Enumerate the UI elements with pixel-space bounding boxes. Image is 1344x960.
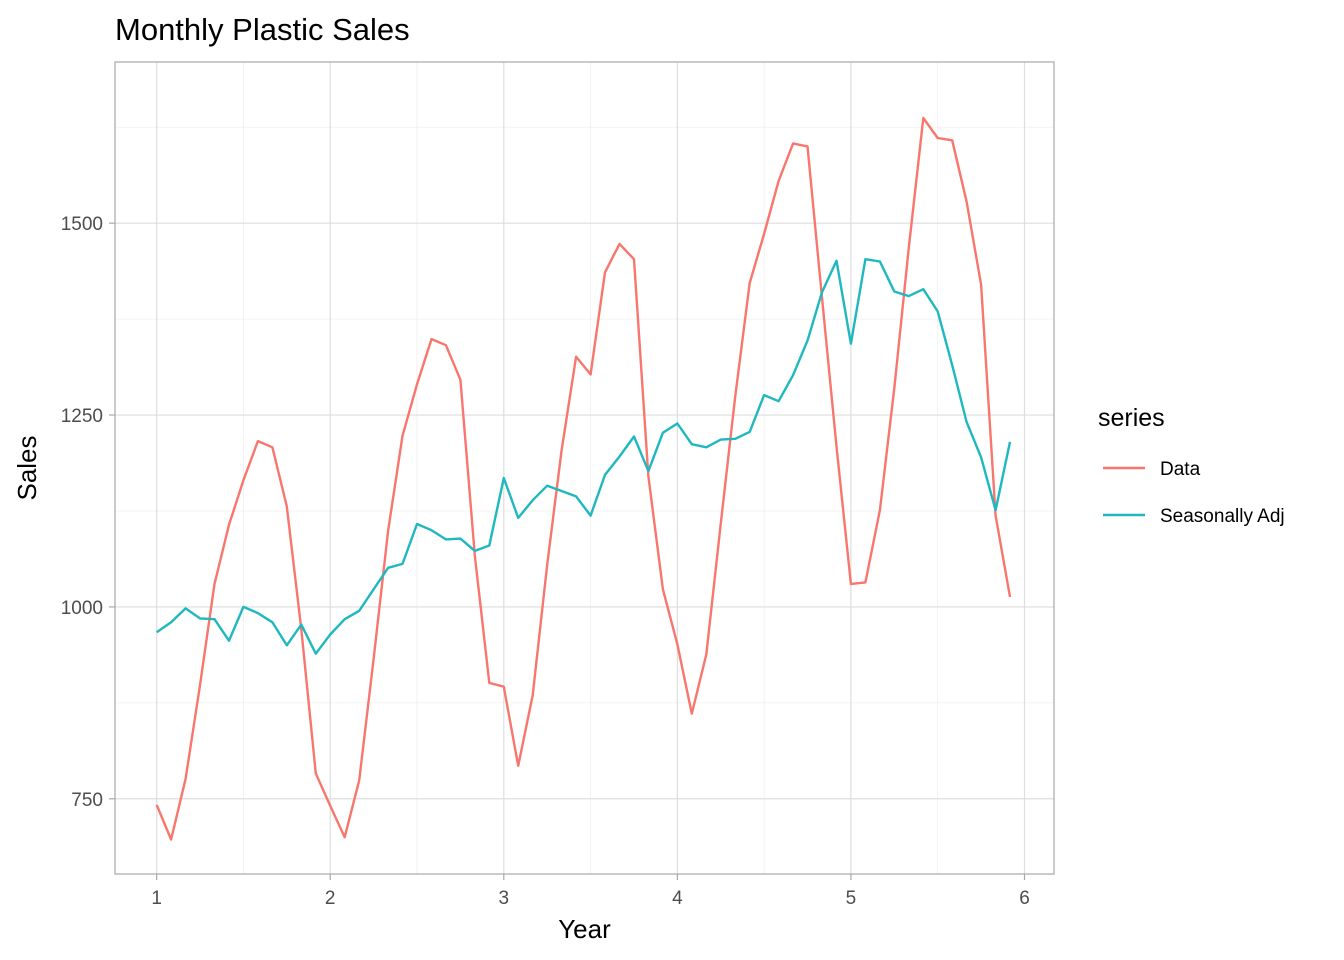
minor-gridlines <box>115 62 1054 874</box>
legend-label: Data <box>1160 459 1201 480</box>
y-tick-label: 1500 <box>61 214 103 235</box>
x-tick-label: 3 <box>499 888 510 909</box>
legend: series Data Seasonally Adj <box>1098 404 1285 527</box>
y-axis-title: Sales <box>12 435 42 500</box>
legend-label: Seasonally Adj <box>1160 506 1285 527</box>
series-line-seasonally-adj <box>156 258 1012 655</box>
x-tick-label: 4 <box>672 888 683 909</box>
x-axis: 1 2 3 4 5 6 <box>151 874 1030 909</box>
x-tick-label: 2 <box>325 888 336 909</box>
x-tick-label: 5 <box>846 888 857 909</box>
y-tick-label: 1250 <box>61 406 103 427</box>
series-line-data <box>155 116 1012 841</box>
y-tick-label: 750 <box>71 790 103 811</box>
legend-title: series <box>1098 404 1165 432</box>
y-tick-label: 1000 <box>61 598 103 619</box>
series-lines <box>155 116 1012 841</box>
plot-panel-border <box>114 61 1055 875</box>
y-axis: 750 1000 1250 1500 <box>61 214 115 811</box>
chart-title: Monthly Plastic Sales <box>115 12 410 47</box>
x-axis-title: Year <box>558 914 611 944</box>
x-tick-label: 6 <box>1019 888 1030 909</box>
x-tick-label: 1 <box>151 888 162 909</box>
major-gridlines <box>115 62 1054 874</box>
